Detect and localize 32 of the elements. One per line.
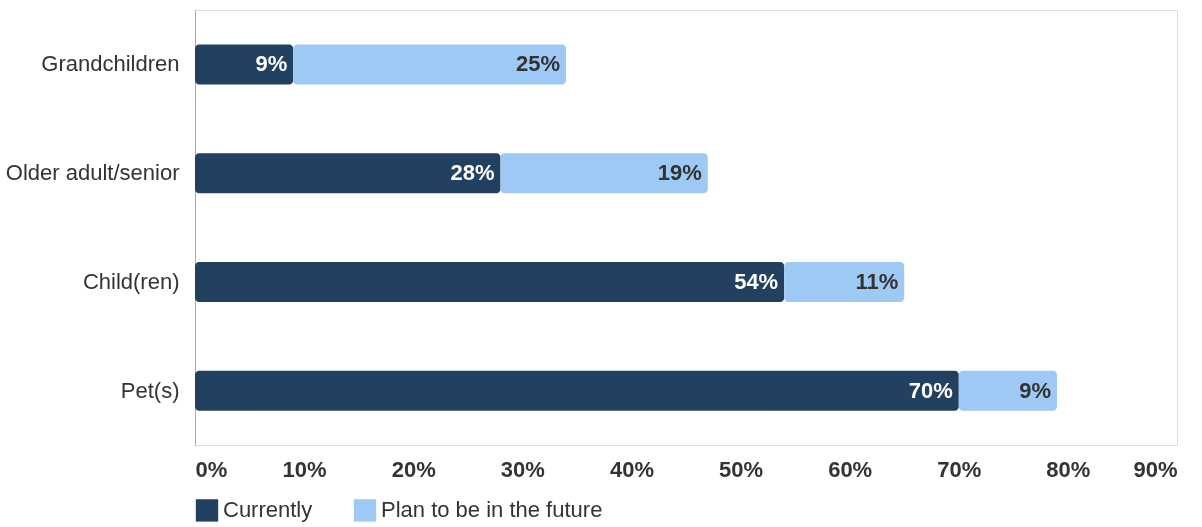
legend-label: Plan to be in the future [381, 497, 603, 523]
bar [195, 153, 501, 194]
x-tick-label: 0% [195, 456, 228, 482]
data-label: 70% [908, 377, 953, 403]
x-tick-label: 20% [391, 456, 436, 482]
x-tick-label: 70% [937, 456, 982, 482]
x-tick-label: 50% [719, 456, 764, 482]
bar [195, 44, 294, 85]
data-label: 9% [255, 51, 288, 77]
bar [784, 261, 905, 302]
y-tick-label: Grandchildren [41, 51, 180, 77]
bar [195, 370, 959, 411]
data-label: 9% [1019, 377, 1051, 403]
data-label: 25% [515, 51, 560, 77]
x-tick-label: 60% [828, 456, 873, 482]
legend-label: Currently [223, 497, 313, 523]
x-tick-label: 40% [609, 456, 654, 482]
data-label: 28% [450, 160, 495, 186]
y-tick-label: Older adult/senior [5, 160, 180, 186]
x-tick-label: 30% [500, 456, 545, 482]
data-label: 19% [657, 160, 702, 186]
data-label: 11% [855, 268, 899, 294]
y-tick-label: Pet(s) [120, 377, 180, 403]
bar [500, 153, 708, 194]
x-tick-label: 10% [282, 456, 327, 482]
bar [195, 261, 785, 302]
bar [293, 44, 566, 85]
x-tick-label: 80% [1046, 456, 1091, 482]
bar [958, 370, 1057, 411]
y-tick-label: Child(ren) [82, 268, 180, 294]
x-tick-label: 90% [1133, 456, 1178, 482]
data-label: 54% [734, 268, 779, 294]
